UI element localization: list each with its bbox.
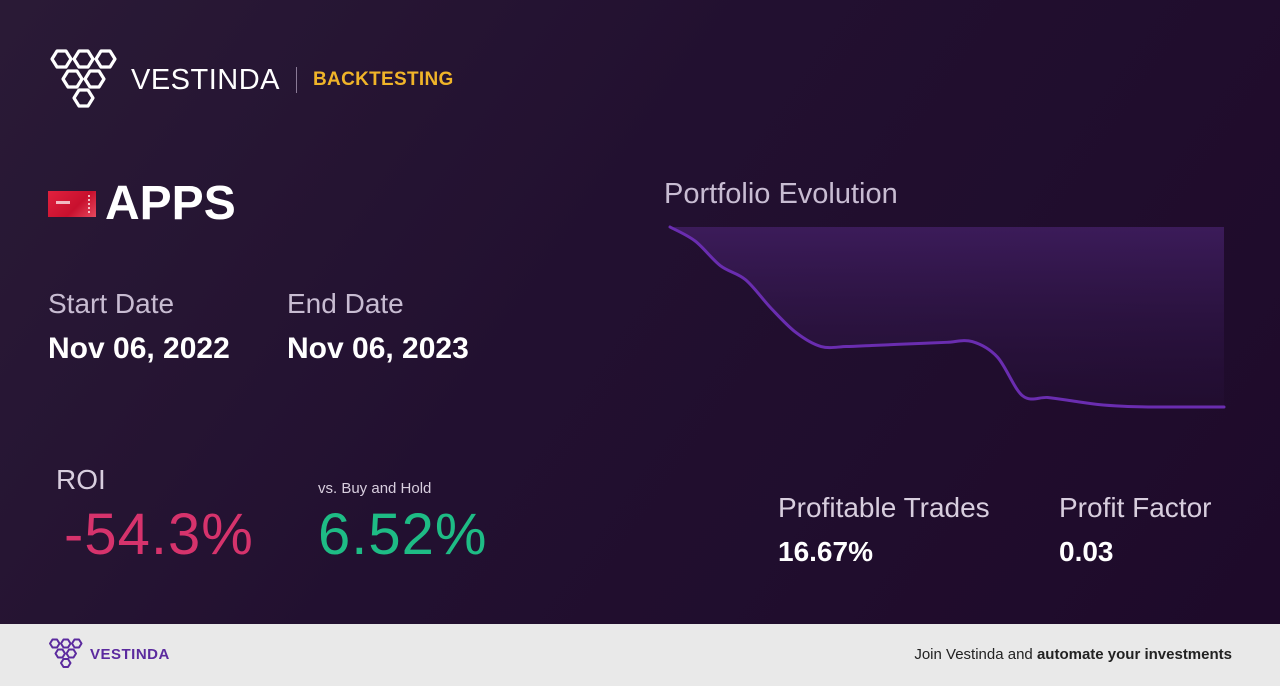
asset-ticker: APPS — [48, 178, 236, 230]
brand-header: VESTINDA BACKTESTING — [48, 48, 454, 112]
brand-divider — [296, 67, 298, 93]
vestinda-footer-logo-icon — [49, 638, 83, 668]
brand-name: VESTINDA — [131, 63, 281, 96]
company-logo-icon — [48, 191, 96, 217]
chart-area-fill — [670, 227, 1224, 408]
chart-title: Portfolio Evolution — [664, 178, 898, 210]
asset-symbol: APPS — [105, 177, 236, 230]
profitable-trades-label: Profitable Trades — [778, 492, 990, 523]
footer-cta-bold[interactable]: automate your investments — [1036, 646, 1232, 663]
buy-hold-label: vs. Buy and Hold — [318, 480, 432, 497]
buy-hold-value: 6.52% — [318, 502, 488, 567]
profit-factor-label: Profit Factor — [1059, 492, 1212, 523]
footer-cta[interactable]: Join Vestinda and automate your investme… — [914, 646, 1232, 663]
profitable-trades-value: 16.67% — [778, 536, 873, 567]
profit-factor-value: 0.03 — [1059, 536, 1114, 567]
portfolio-chart — [668, 225, 1226, 409]
end-date-value: Nov 06, 2023 — [287, 332, 469, 365]
vestinda-logo-icon — [50, 49, 117, 108]
roi-value: -54.3% — [64, 502, 254, 567]
chart-series-line — [668, 225, 1226, 409]
roi-label: ROI — [56, 464, 106, 495]
start-date-label: Start Date — [48, 288, 175, 319]
backtest-card: VESTINDA BACKTESTING APPS Start Date Nov… — [0, 0, 1280, 624]
footer-bar: VESTINDA Join Vestinda and automate your… — [0, 624, 1280, 686]
footer-brand-name: VESTINDA — [90, 646, 170, 663]
brand-tag: BACKTESTING — [313, 69, 454, 90]
start-date-value: Nov 06, 2022 — [48, 332, 230, 365]
end-date-label: End Date — [287, 288, 404, 319]
footer-cta-prefix: Join Vestinda and — [914, 646, 1033, 663]
